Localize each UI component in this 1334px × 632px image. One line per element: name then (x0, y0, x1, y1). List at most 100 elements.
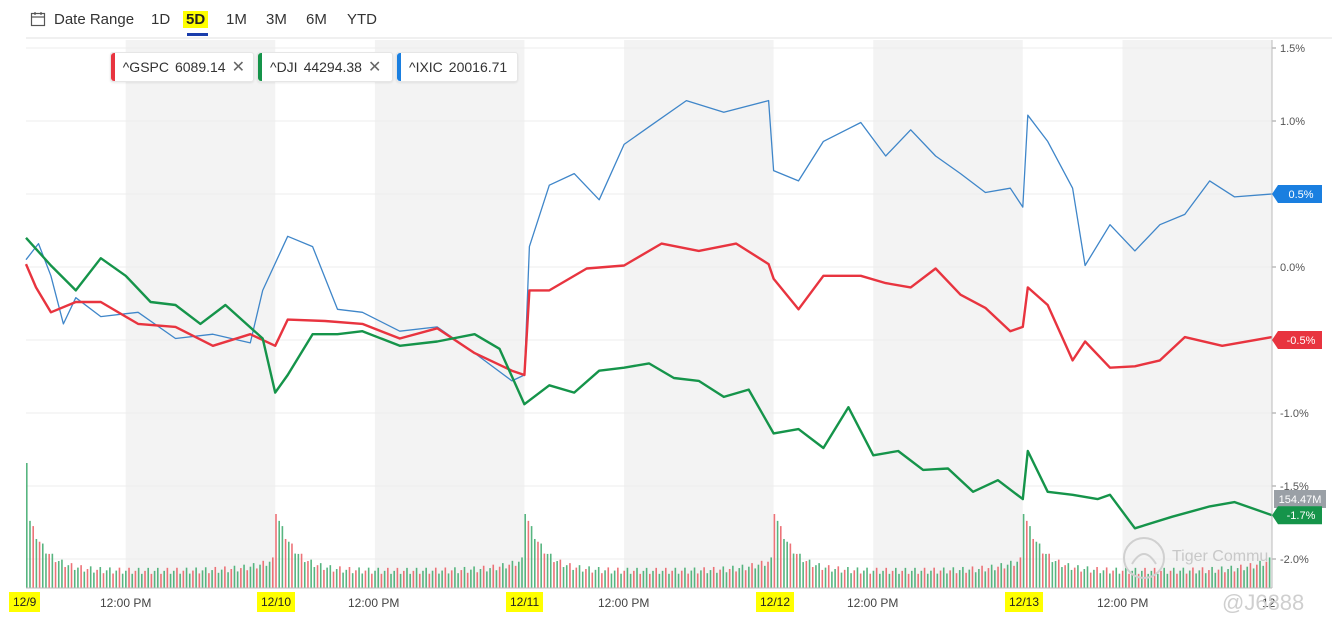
volume-bar (553, 562, 555, 588)
volume-bar (102, 573, 105, 588)
volume-bar (1246, 566, 1249, 588)
range-1d-button[interactable]: 1D (151, 11, 171, 28)
volume-bar (319, 563, 322, 588)
volume-bar (345, 569, 348, 588)
volume-bar (917, 573, 919, 588)
volume-bar (556, 561, 558, 588)
range-6m-button[interactable]: 6M (306, 11, 327, 28)
series-line-ixic (25, 99, 1273, 382)
volume-bar (671, 570, 673, 588)
volume-bar (1070, 569, 1073, 588)
legend-chip-ixic[interactable]: ^IXIC 20016.71 (396, 52, 518, 82)
volume-bar (569, 563, 571, 588)
volume-bar (1080, 571, 1082, 588)
volume-bar (371, 573, 373, 588)
close-icon[interactable]: ✕ (231, 59, 245, 76)
volume-bar (898, 573, 900, 588)
volume-bar (575, 567, 578, 588)
volume-bar (888, 573, 891, 588)
volume-bar (498, 566, 501, 588)
volume-bar (1169, 570, 1172, 588)
volume-bar (77, 567, 79, 588)
volume-bar (639, 573, 642, 588)
volume-bar (933, 567, 935, 588)
volume-bar (856, 567, 859, 588)
volume-bar (1025, 520, 1028, 588)
volume-bar (163, 570, 165, 588)
volume-bar (508, 564, 511, 588)
range-ytd-button[interactable]: YTD (347, 11, 377, 28)
volume-bar (150, 573, 153, 588)
volume-bar (153, 570, 156, 588)
volume-bar (252, 563, 255, 588)
volume-bar (80, 565, 82, 588)
volume-bar (958, 570, 961, 588)
volume-bar (588, 566, 590, 588)
volume-bar (281, 526, 284, 588)
volume-bar (808, 559, 811, 588)
watermark-user: @J6888 (1222, 590, 1305, 615)
volume-bar (805, 561, 808, 588)
volume-bar (335, 569, 338, 588)
tiger-logo-icon (1123, 537, 1165, 579)
range-3m-button[interactable]: 3M (266, 11, 287, 28)
badge-gspc: -0.5% (1272, 331, 1322, 349)
volume-bar (799, 553, 801, 588)
volume-bar (1243, 570, 1245, 588)
volume-bar (655, 567, 657, 588)
range-1m-button[interactable]: 1M (226, 11, 247, 28)
volume-bar (38, 541, 41, 588)
volume-bar (1086, 566, 1089, 588)
volume-bar (272, 557, 274, 588)
legend-chip-dji[interactable]: ^DJI 44294.38 ✕ (257, 52, 393, 82)
volume-bar (230, 569, 233, 588)
legend-chip-gspc[interactable]: ^GSPC 6089.14 ✕ (110, 52, 254, 82)
volume-bar (29, 520, 31, 588)
range-5d-button[interactable]: 5D (183, 11, 209, 28)
y-tick-label: 1.0% (1280, 116, 1305, 128)
volume-bar (1057, 559, 1060, 588)
volume-bar (738, 568, 741, 588)
x-time-label: 12:00 PM (348, 596, 400, 610)
x-date-label: 12/10 (257, 592, 296, 612)
volume-bar (211, 570, 213, 588)
volume-bar (540, 543, 542, 588)
volume-bar (914, 567, 916, 588)
x-time-label: 12:00 PM (598, 596, 650, 610)
volume-bar (617, 567, 619, 588)
volume-bar (936, 573, 939, 588)
volume-bar (358, 567, 360, 588)
volume-bar (259, 564, 261, 588)
volume-bar (466, 572, 469, 588)
volume-bar (706, 573, 709, 588)
volume-bar (1153, 567, 1156, 588)
volume-bar (543, 553, 546, 588)
volume-bar (955, 573, 958, 588)
series-line-gspc (24, 242, 1273, 377)
volume-bar (629, 573, 632, 588)
volume-bar (1006, 564, 1009, 588)
volume-bar (760, 560, 763, 588)
volume-bar (118, 567, 121, 588)
volume-bar (374, 570, 376, 588)
badge-dji-shape (1272, 506, 1322, 525)
volume-bar (690, 570, 693, 588)
volume-bar (428, 573, 431, 588)
volume-bar (434, 567, 437, 588)
volume-bar (265, 565, 268, 588)
volume-bar (268, 561, 271, 588)
volume-bar (141, 573, 143, 588)
close-icon[interactable]: ✕ (367, 59, 382, 76)
volume-bar (990, 564, 993, 588)
legend-color-gspc (111, 53, 115, 81)
volume-bar (415, 567, 418, 588)
volume-bar (827, 565, 830, 588)
volume-bar (287, 541, 290, 588)
volume-bar (652, 570, 654, 588)
volume-bar (83, 571, 86, 588)
volume-bar (601, 573, 603, 588)
volume-bar (1185, 573, 1188, 588)
volume-bar (728, 569, 731, 588)
volume-bar (546, 553, 549, 588)
calendar-icon[interactable] (30, 11, 46, 27)
